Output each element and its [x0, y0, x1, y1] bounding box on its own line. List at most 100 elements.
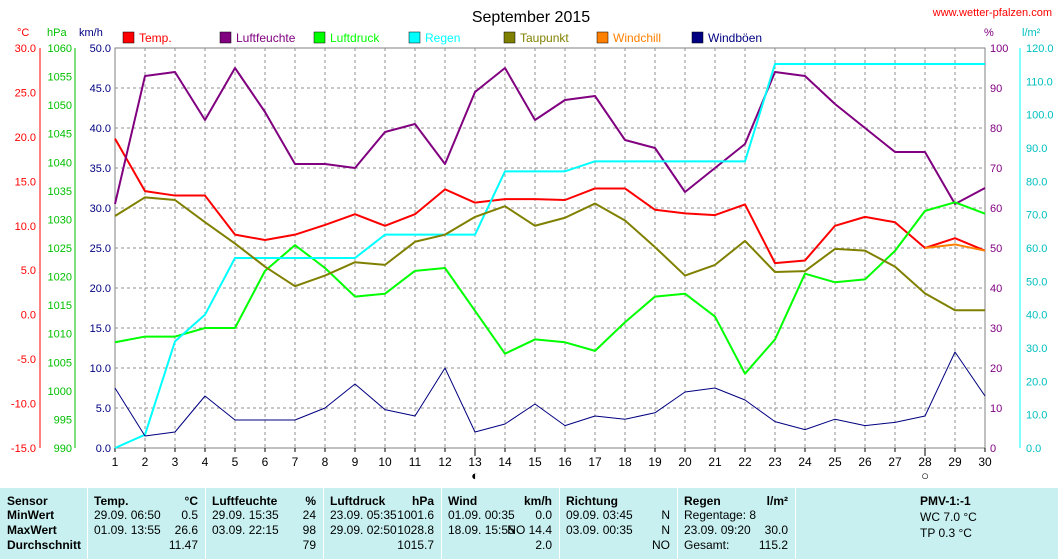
x-tick-label: 17 — [588, 455, 602, 469]
rain-tick-label: 70.0 — [1026, 210, 1047, 222]
series-line-temp- — [114, 138, 986, 265]
pressure-unit: hPa — [411, 494, 434, 508]
rain-days: Regentage: 8 — [684, 508, 757, 522]
rain-tick-label: 0.0 — [1026, 443, 1041, 455]
series-line-luftdruck — [114, 201, 986, 375]
legend: Temp. Luftfeuchte Luftdruck Regen Taupunkt Wi… — [122, 31, 762, 45]
pressure-tick-label: 995 — [54, 414, 72, 426]
humidity-tick-label: 10 — [990, 403, 1002, 415]
direction-header: Richtung — [566, 494, 618, 508]
humidity-unit: % — [305, 494, 316, 508]
temp-min-value: 0.5 — [181, 508, 198, 522]
legend-swatch-temp- — [122, 31, 135, 44]
pressure-header: Luftdruck — [330, 494, 386, 508]
humidity-tick-label: 70 — [990, 163, 1002, 175]
humidity-max-value: 98 — [302, 523, 316, 537]
pressure-tick-label: 1060 — [48, 43, 72, 55]
temp-tick-label: -5.0 — [17, 354, 36, 366]
x-tick-label: 25 — [828, 455, 842, 469]
moon-phase-icon: ○ — [921, 468, 929, 483]
wind-tick-label: 25.0 — [90, 243, 111, 255]
wind-tick-label: 5.0 — [96, 403, 111, 415]
direction-min-time: 09.09. 03:45 — [566, 508, 633, 522]
x-tick-label: 14 — [498, 455, 512, 469]
humidity-tick-label: 80 — [990, 123, 1002, 135]
humidity-avg-value: 79 — [302, 538, 316, 552]
wind-tick-label: 35.0 — [90, 163, 111, 175]
x-tick-label: 4 — [202, 455, 209, 469]
x-tick-label: 6 — [262, 455, 269, 469]
humidity-tick-label: 30 — [990, 323, 1002, 335]
humidity-max-time: 03.09. 22:15 — [212, 523, 279, 537]
x-tick-label: 9 — [352, 455, 359, 469]
legend-swatch-regen — [408, 31, 421, 44]
rain-tick-label: 100.0 — [1026, 110, 1054, 122]
x-tick-label: 23 — [768, 455, 782, 469]
temp-tick-label: -15.0 — [11, 443, 36, 455]
pressure-tick-label: 1000 — [48, 386, 72, 398]
pressure-max-value: 1028.8 — [397, 523, 434, 537]
pmv-dewpoint: TP 0.3 °C — [920, 526, 972, 540]
temp-header: Temp. — [94, 494, 129, 508]
x-tick-label: 20 — [678, 455, 692, 469]
x-tick-label: 22 — [738, 455, 752, 469]
wind-unit-label: km/h — [79, 27, 103, 39]
pressure-tick-label: 1010 — [48, 329, 72, 341]
wind-tick-label: 40.0 — [90, 123, 111, 135]
temp-tick-label: 30.0 — [15, 43, 36, 55]
pressure-tick-label: 1040 — [48, 157, 72, 169]
legend-swatch-luftfeuchte — [219, 31, 232, 44]
series — [114, 63, 986, 449]
legend-label-regen: Regen — [425, 31, 460, 45]
x-tick-label: 26 — [858, 455, 872, 469]
pressure-tick-label: 1025 — [48, 243, 72, 255]
rain-max-time: 23.09. 09:20 — [684, 523, 751, 537]
legend-label-temp-: Temp. — [139, 31, 172, 45]
x-tick-label: 2 — [142, 455, 149, 469]
wind-min-time: 01.09. 00:35 — [448, 508, 515, 522]
rain-unit-label: l/m² — [1022, 27, 1041, 39]
series-line-luftfeuchte — [114, 67, 986, 205]
direction-min-value: N — [661, 508, 670, 522]
humidity-min-value: 24 — [302, 508, 316, 522]
x-tick-label: 15 — [528, 455, 542, 469]
row-label-max: MaxWert — [7, 523, 57, 537]
pressure-avg-value: 1015.7 — [397, 538, 434, 552]
temp-tick-label: 20.0 — [15, 132, 36, 144]
pressure-unit-label: hPa — [47, 27, 67, 39]
wind-tick-label: 20.0 — [90, 283, 111, 295]
rain-tick-label: 80.0 — [1026, 176, 1047, 188]
x-tick-label: 8 — [322, 455, 329, 469]
humidity-min-time: 29.09. 15:35 — [212, 508, 279, 522]
x-tick-label: 27 — [888, 455, 902, 469]
rain-unit: l/m² — [766, 494, 788, 508]
statistics-table: Sensor MinWert MaxWert Durchschnitt Temp… — [0, 488, 1058, 559]
temp-tick-label: 5.0 — [21, 265, 36, 277]
rain-tick-label: 90.0 — [1026, 143, 1047, 155]
pressure-tick-label: 1020 — [48, 272, 72, 284]
legend-swatch-taupunkt — [503, 31, 516, 44]
rain-tick-label: 50.0 — [1026, 276, 1047, 288]
wind-tick-label: 45.0 — [90, 83, 111, 95]
x-tick-label: 29 — [948, 455, 962, 469]
grid — [114, 47, 986, 449]
pressure-tick-label: 1015 — [48, 300, 72, 312]
temp-max-time: 01.09. 13:55 — [94, 523, 161, 537]
pressure-min-value: 1001.6 — [397, 508, 434, 522]
pressure-tick-label: 990 — [54, 443, 72, 455]
legend-label-windb-en: Windböen — [708, 31, 762, 45]
legend-label-windchill: Windchill — [613, 31, 661, 45]
legend-label-luftfeuchte: Luftfeuchte — [236, 31, 296, 45]
pressure-tick-label: 1050 — [48, 100, 72, 112]
temp-tick-label: 10.0 — [15, 221, 36, 233]
humidity-tick-label: 20 — [990, 363, 1002, 375]
temp-min-time: 29.09. 06:50 — [94, 508, 161, 522]
site-url[interactable]: www.wetter-pfalzen.com — [932, 7, 1052, 19]
chart-title: September 2015 — [472, 9, 590, 26]
rain-tick-label: 60.0 — [1026, 243, 1047, 255]
rain-max-value: 30.0 — [764, 523, 788, 537]
temp-tick-label: 0.0 — [21, 310, 36, 322]
rain-tick-label: 30.0 — [1026, 343, 1047, 355]
wind-max-value: NO 14.4 — [507, 523, 552, 537]
sensor-header: Sensor — [7, 494, 48, 508]
